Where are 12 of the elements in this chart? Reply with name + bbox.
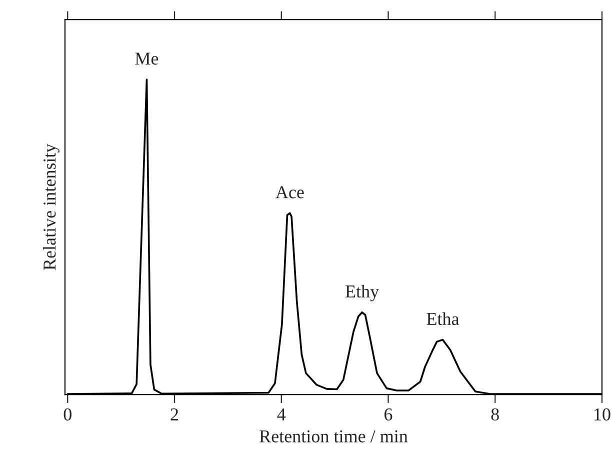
- annotation: Etha: [426, 312, 460, 326]
- y-axis-title: Relative intensity: [43, 144, 60, 270]
- annotation: Me: [135, 52, 158, 65]
- x-tick-label: 6: [384, 408, 392, 421]
- annotation: Ace: [276, 186, 304, 198]
- annotation: Ethy: [346, 284, 380, 302]
- x-tick-label: 2: [170, 408, 178, 420]
- x-tick-label: 10: [594, 408, 610, 421]
- x-tick-label: 8: [491, 408, 499, 421]
- x-tick-label: 4: [277, 408, 286, 420]
- x-tick-label: 0: [64, 408, 72, 421]
- x-axis-title: Retention time / min: [260, 430, 408, 442]
